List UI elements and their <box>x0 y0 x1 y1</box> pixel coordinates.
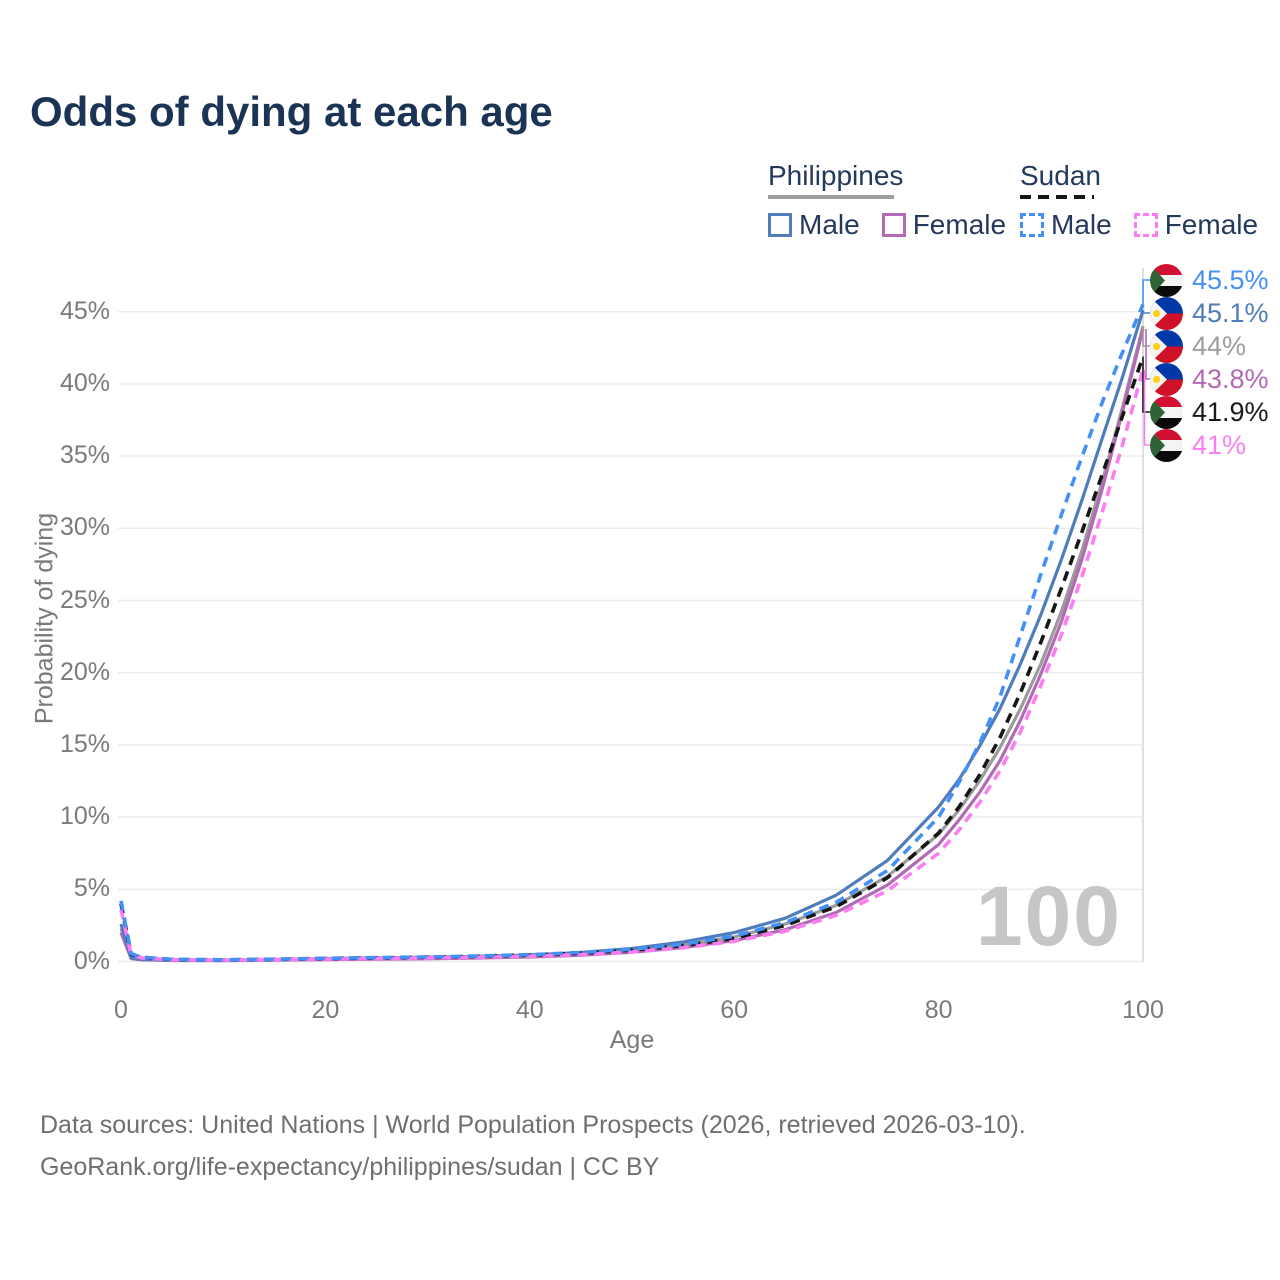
hover-age-watermark: 100 <box>975 869 1122 963</box>
leader-line-sudan_female <box>1143 369 1151 446</box>
line-sudan_male <box>119 303 1145 962</box>
sudan-flag <box>1150 395 1183 429</box>
end-label-philippines_female: 43.8% <box>1150 362 1269 396</box>
legend-group-title-sudan[interactable]: Sudan <box>1020 160 1101 191</box>
x-tick-20: 20 <box>311 996 340 1024</box>
legend-underline-dashed <box>1020 195 1094 199</box>
end-label-philippines_male: 45.1% <box>1150 296 1269 330</box>
legend-swatch-icon <box>881 213 906 237</box>
leader-line-sudan_male <box>1142 279 1151 305</box>
line-philippines_female <box>119 328 1145 963</box>
legend-items: Male Female <box>1020 209 1280 241</box>
sudan-flag <box>1150 263 1183 297</box>
legend-group-title-philippines[interactable]: Philippines <box>768 160 904 191</box>
legend-item-sudan-male[interactable]: Male <box>1020 209 1112 241</box>
y-tick-30%: 30% <box>59 513 110 542</box>
x-tick-100: 100 <box>1122 996 1164 1024</box>
page-title: Odds of dying at each age <box>30 88 553 135</box>
legend-swatch-icon <box>1133 213 1158 237</box>
legend-swatch-icon <box>1020 213 1044 237</box>
y-axis-title: Probability of dying <box>30 512 59 725</box>
line-philippines_male <box>119 309 1145 962</box>
legend-item-label: Female <box>912 209 1007 240</box>
legend-item-philippines-male[interactable]: Male <box>768 209 860 241</box>
y-tick-15%: 15% <box>59 729 110 758</box>
footer-data-sources: Data sources: United Nations | World Pop… <box>40 1111 1026 1139</box>
philippines-flag <box>1150 329 1183 363</box>
sudan-flag-icon <box>1150 263 1183 297</box>
sudan-flag-icon <box>1150 428 1183 462</box>
legend-group-sudan: Sudan Male Female <box>1020 160 1280 241</box>
philippines-flag <box>1150 296 1183 330</box>
line-sudan_female <box>119 369 1145 962</box>
y-tick-25%: 25% <box>59 585 110 614</box>
end-value-label: 41% <box>1192 429 1247 460</box>
end-value-label: 45.1% <box>1192 297 1269 328</box>
leader-line-philippines_female <box>1145 329 1151 380</box>
end-value-label: 45.5% <box>1192 264 1269 295</box>
philippines-flag <box>1150 362 1183 396</box>
legend-items: Male Female <box>768 209 1028 241</box>
footer: Data sources: United Nations | World Pop… <box>40 1104 1026 1188</box>
x-tick-40: 40 <box>515 996 544 1024</box>
legend-item-label: Female <box>1164 209 1259 240</box>
philippines-flag-icon <box>1150 362 1183 396</box>
legend-item-label: Male <box>1051 209 1112 240</box>
line-philippines_all <box>119 325 1145 963</box>
y-tick-0%: 0% <box>73 946 110 975</box>
x-axis-title: Age <box>609 1026 655 1054</box>
sudan-flag <box>1150 428 1183 462</box>
x-tick-60: 60 <box>720 996 749 1024</box>
sudan-flag-icon <box>1150 395 1183 429</box>
legend-item-sudan-female[interactable]: Female <box>1133 209 1259 241</box>
legend-item-label: Male <box>799 209 860 240</box>
end-label-philippines_all: 44% <box>1150 329 1247 363</box>
end-value-label: 44% <box>1192 330 1247 361</box>
x-tick-0: 0 <box>114 996 128 1024</box>
leader-line-sudan_all <box>1142 356 1151 413</box>
legend-underline-solid <box>768 195 894 199</box>
legend-swatch-icon <box>768 213 792 237</box>
y-tick-5%: 5% <box>73 874 110 903</box>
y-tick-45%: 45% <box>59 296 110 325</box>
y-tick-10%: 10% <box>59 802 110 831</box>
philippines-flag-icon <box>1150 296 1183 330</box>
y-tick-35%: 35% <box>59 441 110 470</box>
philippines-flag-icon <box>1150 329 1183 363</box>
leader-line-philippines_male <box>1142 310 1151 314</box>
x-tick-80: 80 <box>924 996 953 1024</box>
footer-attribution: GeoRank.org/life-expectancy/philippines/… <box>40 1153 660 1181</box>
legend-item-philippines-female[interactable]: Female <box>881 209 1007 241</box>
end-value-label: 41.9% <box>1192 396 1269 427</box>
y-tick-40%: 40% <box>59 368 110 397</box>
legend-group-philippines: Philippines Male Female <box>768 160 1028 241</box>
end-value-label: 43.8% <box>1192 363 1269 394</box>
leader-line-philippines_all <box>1142 326 1151 347</box>
end-label-sudan_male: 45.5% <box>1150 263 1269 297</box>
end-label-sudan_all: 41.9% <box>1150 395 1269 429</box>
end-label-sudan_female: 41% <box>1150 428 1247 462</box>
y-tick-20%: 20% <box>59 657 110 686</box>
